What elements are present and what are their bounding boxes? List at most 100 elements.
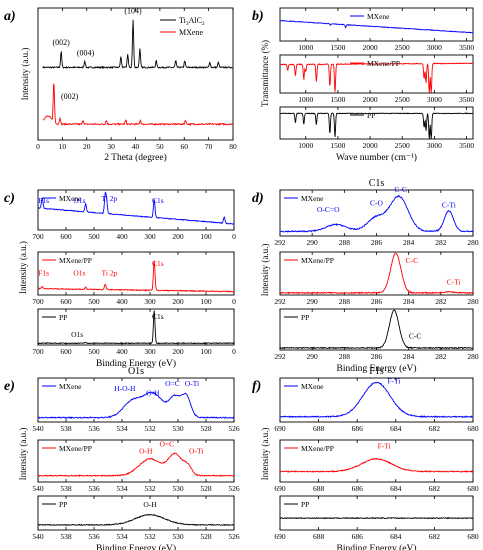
chart-c-pane-0-tick-label-3: 400 [116,232,128,241]
chart-f-pane-2-tick-label-4: 682 [429,532,441,541]
chart-f-pane-0-tick-label-4: 682 [429,424,441,433]
chart-d-pane-2-tick-label-4: 284 [403,352,415,361]
chart-b-pane-1-tick-label-0: 1000 [298,95,313,104]
chart-d-pane-0-tick-label-2: 288 [339,238,351,247]
chart-d-peak-label-0-0: O-C=O [317,205,340,214]
chart-e-pane-2-tick-label-0: 540 [32,532,44,541]
chart-e-xlabel: Binding Energy (eV) [96,543,176,550]
chart-c-pane-0-tick-label-6: 100 [200,232,212,241]
chart-c-pane-0-tick-label-2: 500 [88,232,100,241]
chart-b-pane-2-tick-label-4: 3000 [427,141,442,150]
chart-f-peak-label-0-0: F-Ti [387,376,400,385]
chart-c-pane-0-tick-label-5: 200 [172,232,184,241]
chart-b-pane-2-tick-label-0: 1000 [298,141,313,150]
chart-c-pane-2-tick-label-4: 300 [144,347,156,356]
chart-e-pane-0-tick-label-3: 534 [116,424,128,433]
chart-e-peak-label-0-1: O-H [146,389,160,398]
chart-d-pane-2-tick-label-0: 292 [274,352,286,361]
chart-f-series-1 [279,457,474,473]
chart-e-pane-1-tick-label-4: 532 [144,484,156,493]
chart-f-legend-label-1: MXene/PP [301,444,334,453]
chart-d-pane-0-tick-label-6: 280 [467,238,479,247]
chart-e-legend-label-1: MXene/PP [59,444,92,453]
chart-a-series-1 [42,82,233,127]
chart-c-pane-0-tick-label-7: 0 [232,232,236,241]
chart-f-pane-1-tick-label-4: 682 [429,484,441,493]
chart-c-pane-2-tick-label-1: 600 [60,347,72,356]
chart-b-pane-0-tick-label-3: 2500 [395,43,410,52]
chart-e-pane-1-tick-label-2: 536 [88,484,100,493]
chart-f-pane-0-tick-label-1: 688 [313,424,325,433]
chart-e-series-0 [37,391,235,420]
chart-b-legend-label-1: MXene/PP [367,59,400,68]
chart-b-series-0 [279,19,474,34]
chart-e-pane-1-tick-label-5: 530 [172,484,184,493]
chart-e-pane-2-tick-label-7: 526 [228,532,240,541]
chart-d-pane-0-tick-label-3: 286 [371,238,383,247]
chart-c-pane-1-tick-label-5: 200 [172,297,184,306]
chart-d-pane-2-tick-label-5: 282 [435,352,447,361]
chart-b-pane-2-tick-label-5: 3500 [459,141,474,150]
chart-d: 292 290 288 286 284 282 280 MXene O-C=O C-O C-C C-T… [260,178,479,374]
chart-f: 690 688 686 684 682 680 MXene F-Ti 690 688 686 684 6… [260,366,479,550]
chart-b-pane-1-tick-label-2: 2000 [363,95,378,104]
chart-b-pane-0 [279,7,474,42]
chart-b-series-1 [279,62,474,93]
chart-a-annotation-0: (002) [52,38,70,47]
chart-d-series-2 [279,309,474,350]
chart-d-peak-label-1-1: C-Ti [447,277,461,286]
chart-d-pane-2-tick-label-6: 280 [467,352,479,361]
chart-d-pane-0-tick-label-0: 292 [274,238,286,247]
chart-d-legend-label-1: MXene/PP [301,256,334,265]
chart-e-pane-1-tick-label-1: 538 [60,484,72,493]
chart-e-peak-label-0-2: O=C [165,379,180,388]
chart-c-pane-1-tick-label-3: 400 [116,297,128,306]
chart-e-peak-label-0-0: H-O-H [114,384,136,393]
chart-c-pane-2-tick-label-0: 700 [32,347,44,356]
chart-e-pane-0-tick-label-1: 538 [60,424,72,433]
chart-d-pane-0-tick-label-4: 284 [403,238,415,247]
chart-b-pane-0-tick-label-0: 1000 [298,43,313,52]
chart-f-pane-0-tick-label-3: 684 [390,424,402,433]
chart-e-pane-0-tick-label-2: 536 [88,424,100,433]
chart-b-pane-2-tick-label-2: 2000 [363,141,378,150]
chart-c-pane-2-tick-label-7: 0 [232,347,236,356]
chart-e-legend-label-2: PP [59,500,67,509]
chart-b-pane-0-tick-label-2: 2000 [363,43,378,52]
chart-b-pane-1-tick-label-3: 2500 [395,95,410,104]
chart-b-pane-0-tick-label-1: 1500 [330,43,345,52]
chart-e-pane-0 [37,377,235,423]
chart-f-pane-2-tick-label-5: 680 [467,532,479,541]
chart-d-pane-1-tick-label-4: 284 [403,297,415,306]
chart-e-peak-label-2-0: O-H [143,500,157,509]
chart-f-legend-label-2: PP [301,500,309,509]
panel-label-d: d) [252,191,264,206]
chart-e-series-1 [37,452,235,478]
chart-b-pane-0-tick-label-5: 3500 [459,43,474,52]
chart-c-peak-label-2-1: C1s [152,312,164,321]
chart-b-series-2 [279,112,474,139]
chart-d-pane-1-tick-label-6: 280 [467,297,479,306]
chart-f-pane-1-tick-label-3: 684 [390,484,402,493]
chart-a-annotation-3: (002) [61,92,79,101]
chart-b-legend-label-0: MXene [367,12,390,21]
chart-e-legend-label-0: MXene [59,382,82,391]
chart-d-pane-1-tick-label-1: 290 [307,297,319,306]
panel-label-c: c) [4,191,15,206]
chart-b-pane-1-tick-label-4: 3000 [427,95,442,104]
chart-f-pane-0 [279,377,474,423]
chart-f-pane-2-tick-label-0: 690 [274,532,286,541]
chart-c-series-0 [37,191,235,225]
chart-d-pane-1-tick-label-0: 292 [274,297,286,306]
chart-f-pane-0-tick-label-5: 680 [467,424,479,433]
chart-d-legend-label-2: PP [301,313,309,322]
chart-e-pane-1-tick-label-3: 534 [116,484,128,493]
chart-d-peak-label-2-0: C-C [409,332,422,341]
chart-a-legend-part-0-1: 3 [186,21,189,27]
chart-a-tick-label-2: 20 [83,142,91,151]
chart-d-peak-label-1-0: C-C [406,256,419,265]
chart-f-peak-label-1-0: F-Ti [378,441,391,450]
chart-a-tick-label-5: 50 [156,142,164,151]
chart-d-pane-2-tick-label-3: 286 [371,352,383,361]
chart-c-pane-2-tick-label-6: 100 [200,347,212,356]
